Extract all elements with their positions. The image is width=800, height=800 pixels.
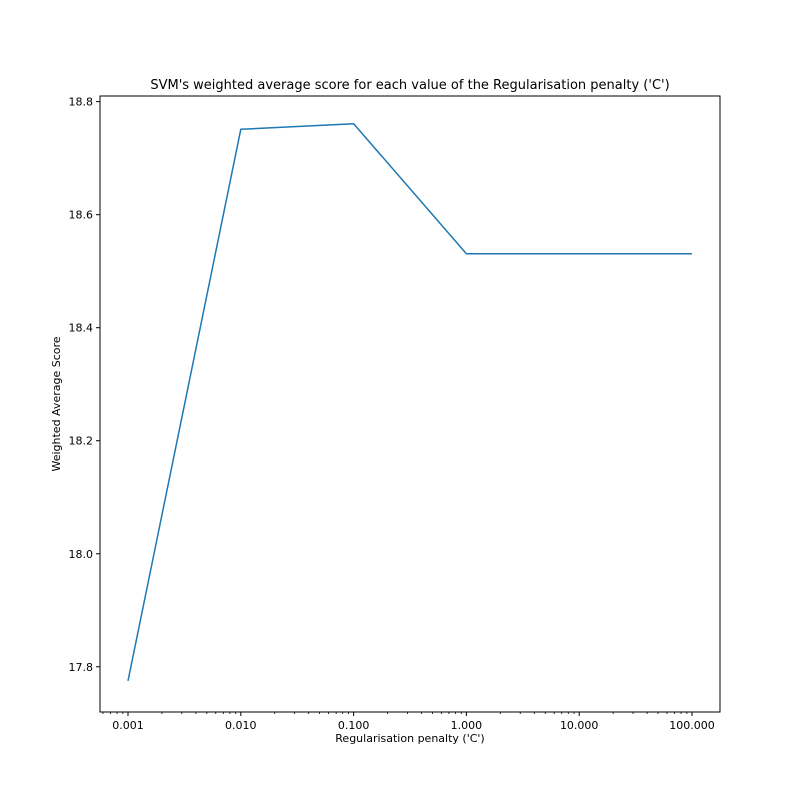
y-axis: 17.8 18.0 18.2 18.4 18.6 18.8 [69, 96, 100, 674]
x-axis-label: Regularisation penalty ('C') [335, 732, 484, 745]
series-line [127, 122, 692, 682]
chart-title: SVM's weighted average score for each va… [150, 78, 669, 93]
y-tick-label: 18.0 [69, 548, 94, 561]
y-tick-label: 18.6 [69, 209, 94, 222]
y-tick-label: 18.4 [69, 322, 94, 335]
x-tick-label: 10.000 [560, 719, 599, 732]
x-tick-label: 0.010 [225, 719, 257, 732]
x-tick-label: 100.000 [669, 719, 715, 732]
x-tick-label: 0.100 [338, 719, 370, 732]
x-axis-minor-ticks [102, 712, 688, 714]
plot-area [99, 95, 721, 713]
y-tick-label: 17.8 [69, 661, 94, 674]
x-axis: 0.001 0.010 0.100 1.000 10.000 100.000 [112, 712, 715, 732]
x-tick-label: 1.000 [451, 719, 483, 732]
series-layer [127, 122, 692, 682]
x-tick-label: 0.001 [112, 719, 144, 732]
y-axis-label: Weighted Average Score [50, 336, 63, 471]
y-tick-label: 18.8 [69, 96, 94, 109]
y-tick-label: 18.2 [69, 435, 94, 448]
